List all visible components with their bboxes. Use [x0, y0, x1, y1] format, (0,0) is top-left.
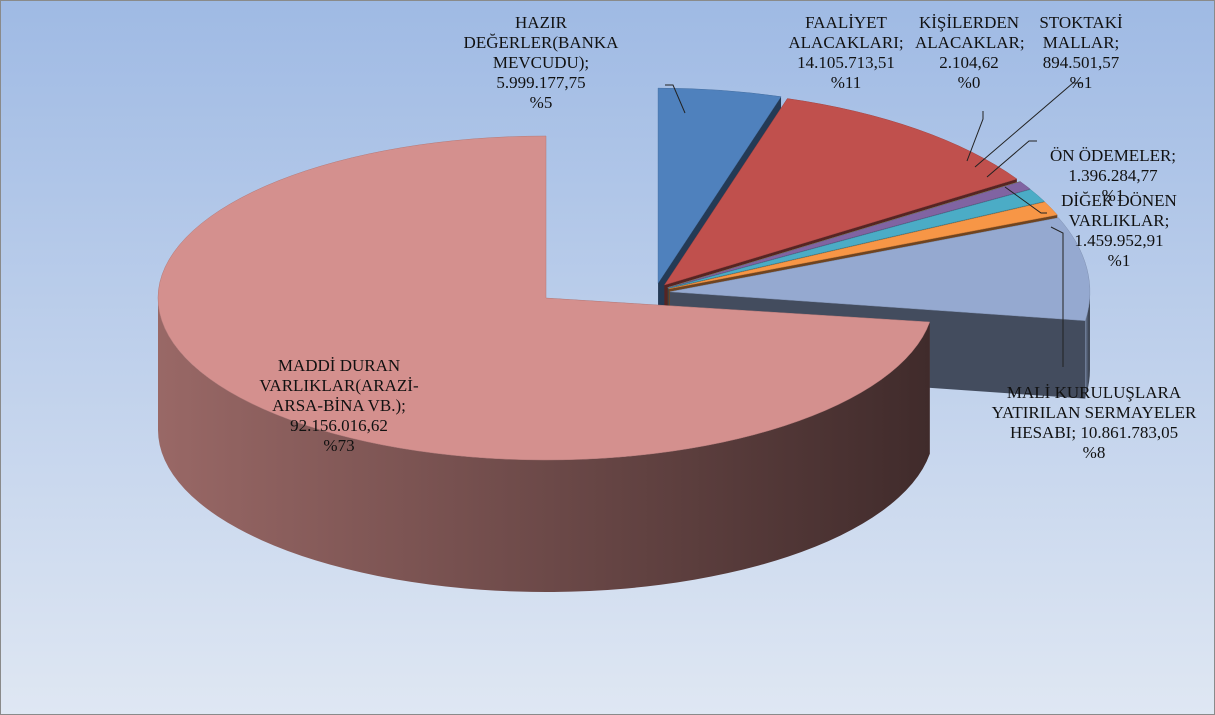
data-label: MALİ KURULUŞLARA YATIRILAN SERMAYELER HE…: [984, 383, 1204, 463]
label-value: 2.104,62: [939, 53, 999, 72]
label-category: STOKTAKİ MALLAR;: [1039, 13, 1123, 52]
slice: [657, 87, 782, 284]
slice: [157, 135, 931, 461]
label-category: ÖN ÖDEMELER;: [1049, 146, 1177, 165]
label-value: 1.396.284,77: [1068, 166, 1158, 185]
label-percent: %5: [529, 93, 553, 112]
label-category: MADDİ DURAN VARLIKLAR(ARAZİ-ARSA-BİNA VB…: [259, 356, 419, 415]
slice: [663, 98, 1018, 286]
label-percent: %1: [1101, 186, 1125, 205]
slice-side: [158, 298, 930, 592]
label-value: 894.501,57: [1042, 53, 1120, 72]
slice: [668, 201, 1058, 290]
label-category: HAZIR DEĞERLER(BANKA MEVCUDU);: [463, 13, 619, 72]
label-value: 14.105.713,51: [797, 53, 895, 72]
leader-line: [1004, 186, 1047, 214]
label-percent: %8: [1082, 443, 1106, 462]
label-category: MALİ KURULUŞLARA YATIRILAN SERMAYELER HE…: [991, 383, 1197, 442]
data-label: MADDİ DURAN VARLIKLAR(ARAZİ-ARSA-BİNA VB…: [249, 356, 429, 456]
data-label: ÖN ÖDEMELER; 1.396.284,77 %1: [1038, 146, 1188, 206]
leader-line: [1050, 226, 1064, 367]
slice-side: [1085, 291, 1090, 399]
data-label: KİŞİLERDEN ALACAKLAR; 2.104,62 %0: [915, 13, 1025, 93]
leader-line: [986, 140, 1037, 178]
data-label: HAZIR DEĞERLER(BANKA MEVCUDU); 5.999.177…: [461, 13, 621, 113]
leader-line: [665, 84, 686, 114]
label-percent: %11: [830, 73, 862, 92]
leader-line: [974, 82, 1083, 168]
label-percent: %0: [957, 73, 981, 92]
label-value: 92.156.016,62: [290, 416, 388, 435]
slice: [667, 181, 1031, 288]
label-value: 5.999.177,75: [496, 73, 586, 92]
leader-line: [966, 111, 984, 162]
label-category: DİĞER DÖNEN VARLIKLAR;: [1061, 191, 1177, 230]
label-category: FAALİYET ALACAKLARI;: [788, 13, 904, 52]
label-value: 10.861.783,05: [1080, 423, 1179, 442]
slice: [669, 217, 1091, 321]
label-percent: %1: [1069, 73, 1093, 92]
data-label: STOKTAKİ MALLAR; 894.501,57 %1: [1031, 13, 1131, 93]
data-label: DİĞER DÖNEN VARLIKLAR; 1.459.952,91 %1: [1049, 191, 1189, 271]
slice: [668, 189, 1045, 289]
label-percent: %1: [1107, 251, 1131, 270]
label-value: 1.459.952,91: [1074, 231, 1164, 250]
label-percent: %73: [323, 436, 355, 455]
data-label: FAALİYET ALACAKLARI; 14.105.713,51 %11: [786, 13, 906, 93]
label-category: KİŞİLERDEN ALACAKLAR;: [915, 13, 1025, 52]
leader-lines: [665, 82, 1083, 367]
